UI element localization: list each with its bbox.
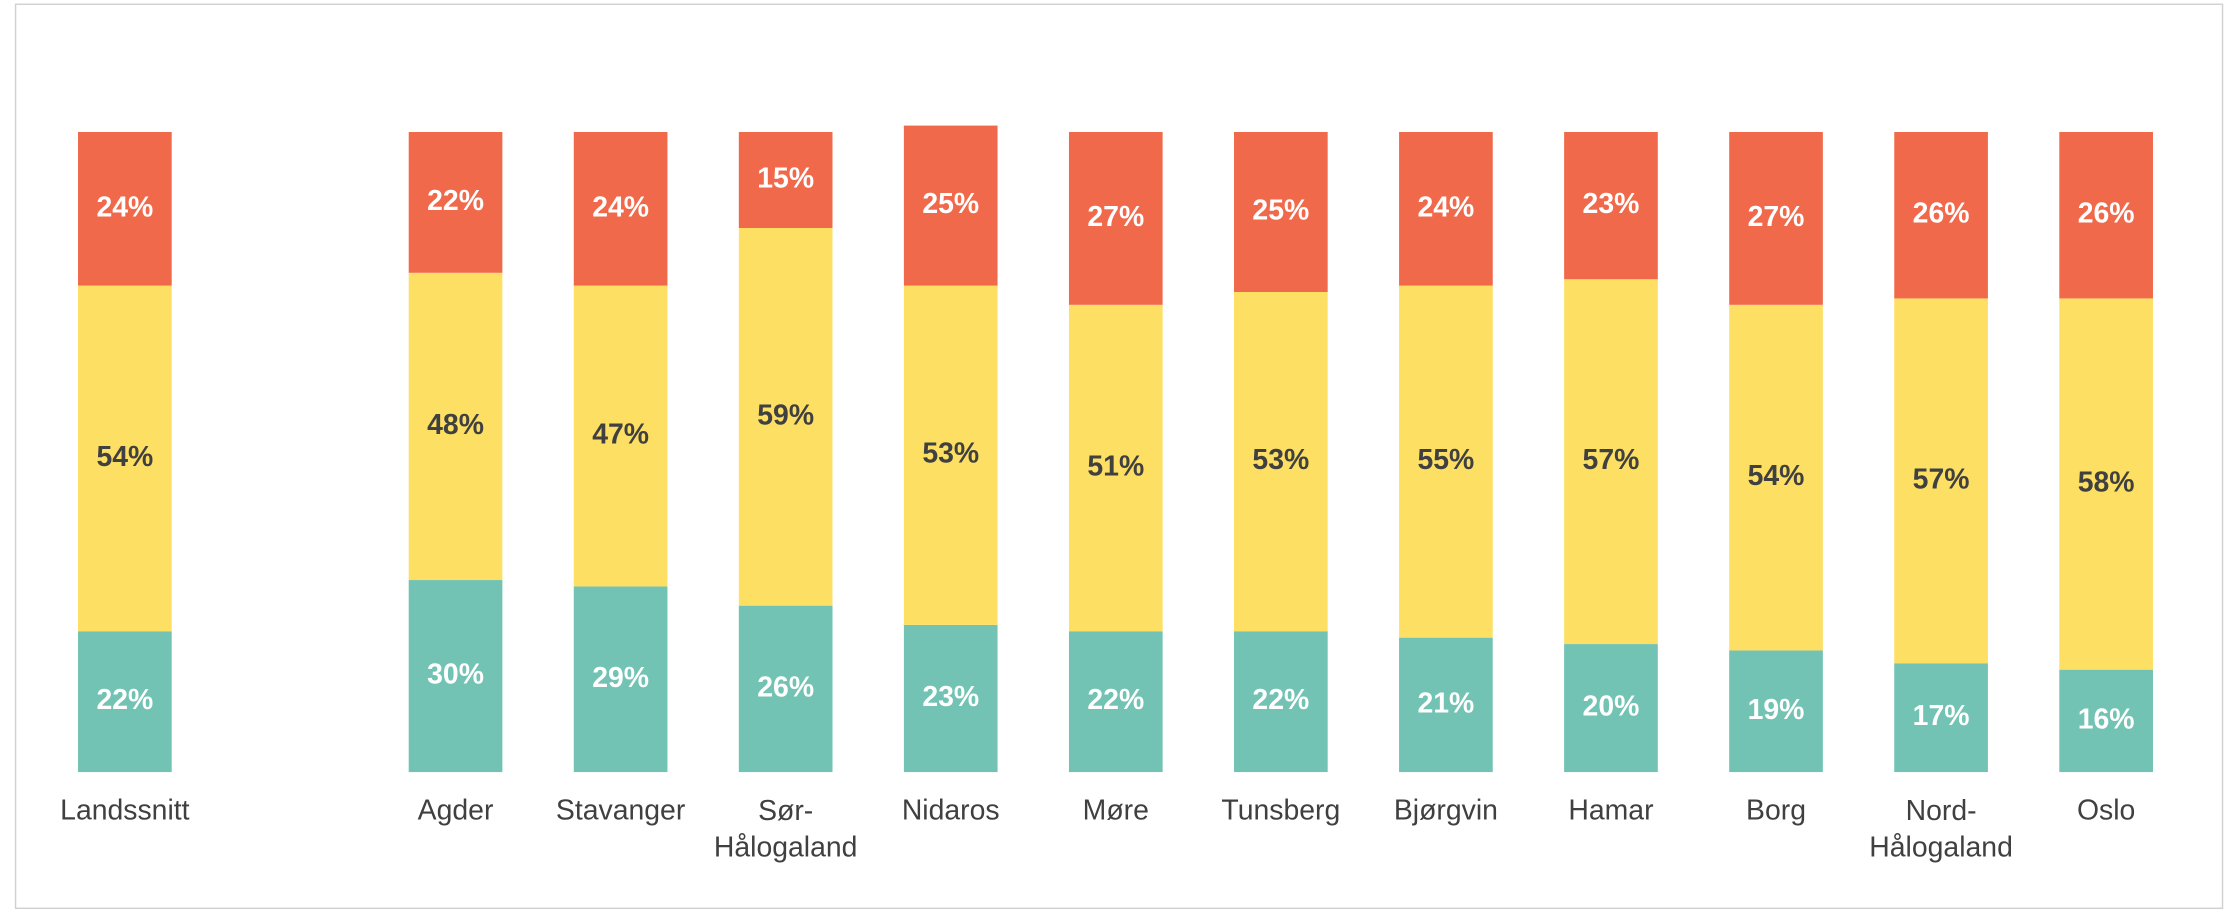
bar-segment xyxy=(1068,131,1163,305)
value-label: 25% xyxy=(922,188,979,220)
bar-segment xyxy=(1399,131,1493,286)
value-label: 57% xyxy=(1583,444,1640,476)
value-label: 30% xyxy=(427,659,484,691)
x-tick-label: Bjørgvin xyxy=(1394,794,1498,826)
bar-segment xyxy=(1729,650,1823,773)
value-label: 24% xyxy=(96,191,153,223)
value-label: 23% xyxy=(1583,188,1640,220)
bar-segment xyxy=(408,580,503,773)
bar-segment xyxy=(1068,304,1163,632)
bar-segment xyxy=(1894,298,1988,664)
bar-segment xyxy=(78,285,172,632)
value-label: 15% xyxy=(757,162,814,194)
bar-segment xyxy=(78,631,172,773)
value-label: 27% xyxy=(1748,201,1805,233)
value-label: 23% xyxy=(922,681,979,713)
x-tick-label: Agder xyxy=(418,794,494,826)
bar-segment xyxy=(903,125,998,286)
bar-segment xyxy=(1068,631,1163,773)
value-label: 57% xyxy=(1913,463,1970,495)
bar-segment xyxy=(78,131,172,286)
x-tick-label: Sør-Hålogaland xyxy=(714,794,858,863)
x-tick-label: Oslo xyxy=(2077,794,2135,826)
x-tick-label: Nidaros xyxy=(902,794,1000,826)
bar-segment xyxy=(573,131,668,286)
bar-segment xyxy=(408,272,503,581)
value-label: 22% xyxy=(1252,684,1309,716)
value-label: 51% xyxy=(1087,451,1144,483)
bar-segment xyxy=(408,131,503,273)
bar-segment xyxy=(903,624,998,773)
value-label: 16% xyxy=(2078,703,2135,735)
value-label: 48% xyxy=(427,409,484,441)
bar-segment xyxy=(903,285,998,625)
bar-segment xyxy=(1894,131,1988,299)
bar-segment xyxy=(1729,304,1823,651)
bar-segment xyxy=(2059,131,2153,299)
value-label: 29% xyxy=(592,662,649,694)
value-label: 53% xyxy=(1252,444,1309,476)
bar-segment xyxy=(1234,631,1328,773)
bar-segment xyxy=(1234,131,1328,293)
bar-segment xyxy=(1564,644,1658,773)
x-tick-label: Tunsberg xyxy=(1221,794,1340,826)
value-label: 20% xyxy=(1583,691,1640,723)
bar-segment xyxy=(738,605,833,773)
value-label: 54% xyxy=(1748,460,1805,492)
bar-segment xyxy=(1729,131,1823,305)
value-label: 17% xyxy=(1913,700,1970,732)
value-label: 22% xyxy=(1087,684,1144,716)
value-label: 26% xyxy=(757,671,814,703)
bar-segment xyxy=(2059,669,2153,773)
bar-segment xyxy=(1894,663,1988,773)
x-tick-label: Nord-Hålogaland xyxy=(1869,794,2013,863)
value-label: 58% xyxy=(2078,467,2135,499)
value-label: 22% xyxy=(96,684,153,716)
value-label: 55% xyxy=(1418,444,1475,476)
bar-segment xyxy=(2059,298,2153,670)
value-label: 24% xyxy=(1418,191,1475,223)
bar-segment xyxy=(1399,637,1493,773)
value-label: 26% xyxy=(1913,198,1970,230)
x-tick-label: Borg xyxy=(1746,794,1806,826)
x-tick-label: Hamar xyxy=(1568,794,1653,826)
x-tick-label: Stavanger xyxy=(556,794,685,826)
value-label: 47% xyxy=(592,419,649,451)
value-label: 24% xyxy=(592,191,649,223)
value-label: 21% xyxy=(1418,687,1475,719)
x-tick-label: Landssnitt xyxy=(60,794,189,826)
value-label: 22% xyxy=(427,185,484,217)
bar-segment xyxy=(1399,285,1493,638)
bar-segment xyxy=(738,131,833,229)
value-label: 27% xyxy=(1087,201,1144,233)
value-label: 26% xyxy=(2078,198,2135,230)
bar-segment xyxy=(573,285,668,587)
bar-segment xyxy=(573,586,668,773)
value-label: 54% xyxy=(96,441,153,473)
value-label: 19% xyxy=(1748,694,1805,726)
bar-segment xyxy=(1234,292,1328,632)
value-label: 53% xyxy=(922,438,979,470)
x-tick-label: Møre xyxy=(1083,794,1149,826)
bar-segment xyxy=(738,228,833,606)
value-label: 25% xyxy=(1252,195,1309,227)
value-label: 59% xyxy=(757,399,814,431)
bar-segment xyxy=(1564,279,1658,645)
bar-segment xyxy=(1564,131,1658,280)
